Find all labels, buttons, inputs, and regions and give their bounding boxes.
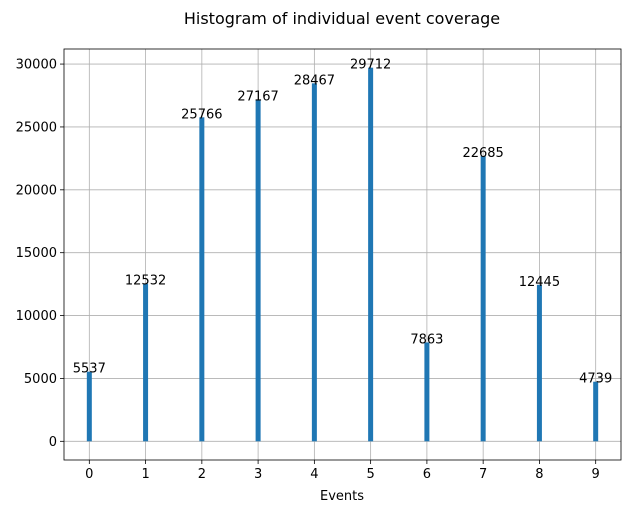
chart-title: Histogram of individual event coverage	[184, 9, 500, 28]
x-tick-label: 7	[479, 467, 487, 482]
x-axis-label: Events	[320, 489, 364, 504]
bar	[368, 67, 374, 442]
bar-value-label: 25766	[181, 107, 222, 122]
y-tick-label: 15000	[16, 246, 57, 261]
y-tick-label: 5000	[24, 372, 57, 387]
y-tick-label: 20000	[16, 183, 57, 198]
bar	[593, 381, 599, 442]
x-tick-label: 5	[366, 467, 374, 482]
bar	[311, 83, 317, 442]
bar	[536, 284, 542, 442]
x-tick-label: 2	[198, 467, 206, 482]
bar-value-label: 29712	[350, 58, 391, 73]
bar-value-label: 12532	[125, 274, 166, 289]
bar	[424, 342, 430, 442]
bar-value-label: 12445	[519, 275, 560, 290]
plot-area-frame	[63, 48, 622, 461]
y-tick-label: 10000	[16, 309, 57, 324]
bar	[86, 371, 92, 442]
bar-value-label: 7863	[410, 332, 443, 347]
bar-value-label: 28467	[294, 73, 335, 88]
x-tick-label: 9	[592, 467, 600, 482]
bar-value-label: 27167	[237, 90, 278, 105]
bar	[143, 283, 149, 442]
x-tick-label: 1	[141, 467, 149, 482]
bar-value-label: 4739	[579, 372, 612, 387]
y-tick-label: 25000	[16, 120, 57, 135]
x-tick-label: 4	[310, 467, 318, 482]
bars	[86, 67, 599, 442]
y-tick-label: 30000	[16, 58, 57, 73]
bar	[480, 156, 486, 442]
data-labels: 5537 12532 25766 27167 28467 29712 7863 22685 12…	[73, 58, 612, 387]
axis-ticks: 0 1 2 3 4 5 6 7 8 9 0 5000 10000 15000 20000 25000 30000	[16, 58, 600, 482]
bar	[255, 99, 261, 442]
x-tick-label: 0	[85, 467, 93, 482]
bar-value-label: 5537	[73, 362, 106, 377]
y-tick-label: 0	[49, 435, 57, 450]
x-tick-label: 6	[423, 467, 431, 482]
x-tick-label: 8	[535, 467, 543, 482]
bar	[199, 117, 205, 442]
bar-value-label: 22685	[462, 146, 503, 161]
x-tick-label: 3	[254, 467, 262, 482]
